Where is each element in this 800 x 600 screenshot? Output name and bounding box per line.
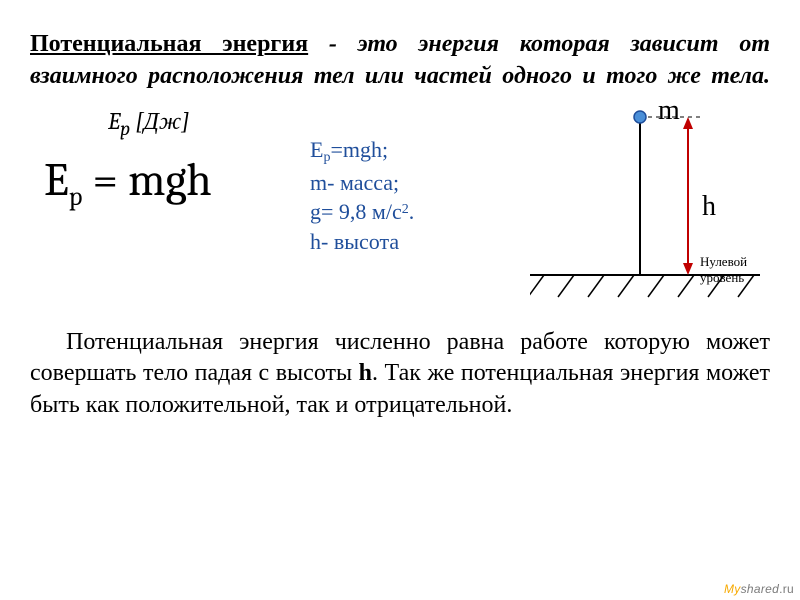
legend-line-1: Ep=mgh; bbox=[310, 135, 530, 168]
title-term: Потенциальная энергия bbox=[30, 31, 308, 57]
legend-column: Ep=mgh; m- масса; g= 9,8 м/с2. h- высота bbox=[310, 101, 530, 257]
watermark-ru: .ru bbox=[779, 582, 794, 596]
formula-column: Ep [Дж] Ep = mgh bbox=[30, 101, 310, 212]
mass-label: m bbox=[658, 95, 680, 127]
main-formula: Ep = mgh bbox=[44, 154, 310, 212]
content-row: Ep [Дж] Ep = mgh Ep=mgh; m- масса; g= 9,… bbox=[30, 101, 770, 321]
unit-label: Ep [Дж] bbox=[108, 107, 310, 140]
zero-level-label: Нулевой уровень bbox=[700, 254, 770, 286]
legend-line-4: h- высота bbox=[310, 227, 530, 257]
title: Потенциальная энергия - это энергия кото… bbox=[30, 28, 770, 93]
legend-line-2: m- масса; bbox=[310, 168, 530, 198]
watermark: Myshared.ru bbox=[724, 582, 794, 596]
description-paragraph: Потенциальная энергия численно равна раб… bbox=[30, 327, 770, 422]
title-dash: - bbox=[308, 31, 358, 57]
diagram-svg bbox=[530, 101, 790, 321]
diagram: m h Нулевой уровень bbox=[530, 101, 770, 321]
legend-line-3: g= 9,8 м/с2. bbox=[310, 197, 530, 227]
para-h: h bbox=[359, 360, 372, 386]
watermark-my: My bbox=[724, 582, 741, 596]
height-label: h bbox=[702, 191, 716, 223]
watermark-shared: shared bbox=[741, 582, 780, 596]
